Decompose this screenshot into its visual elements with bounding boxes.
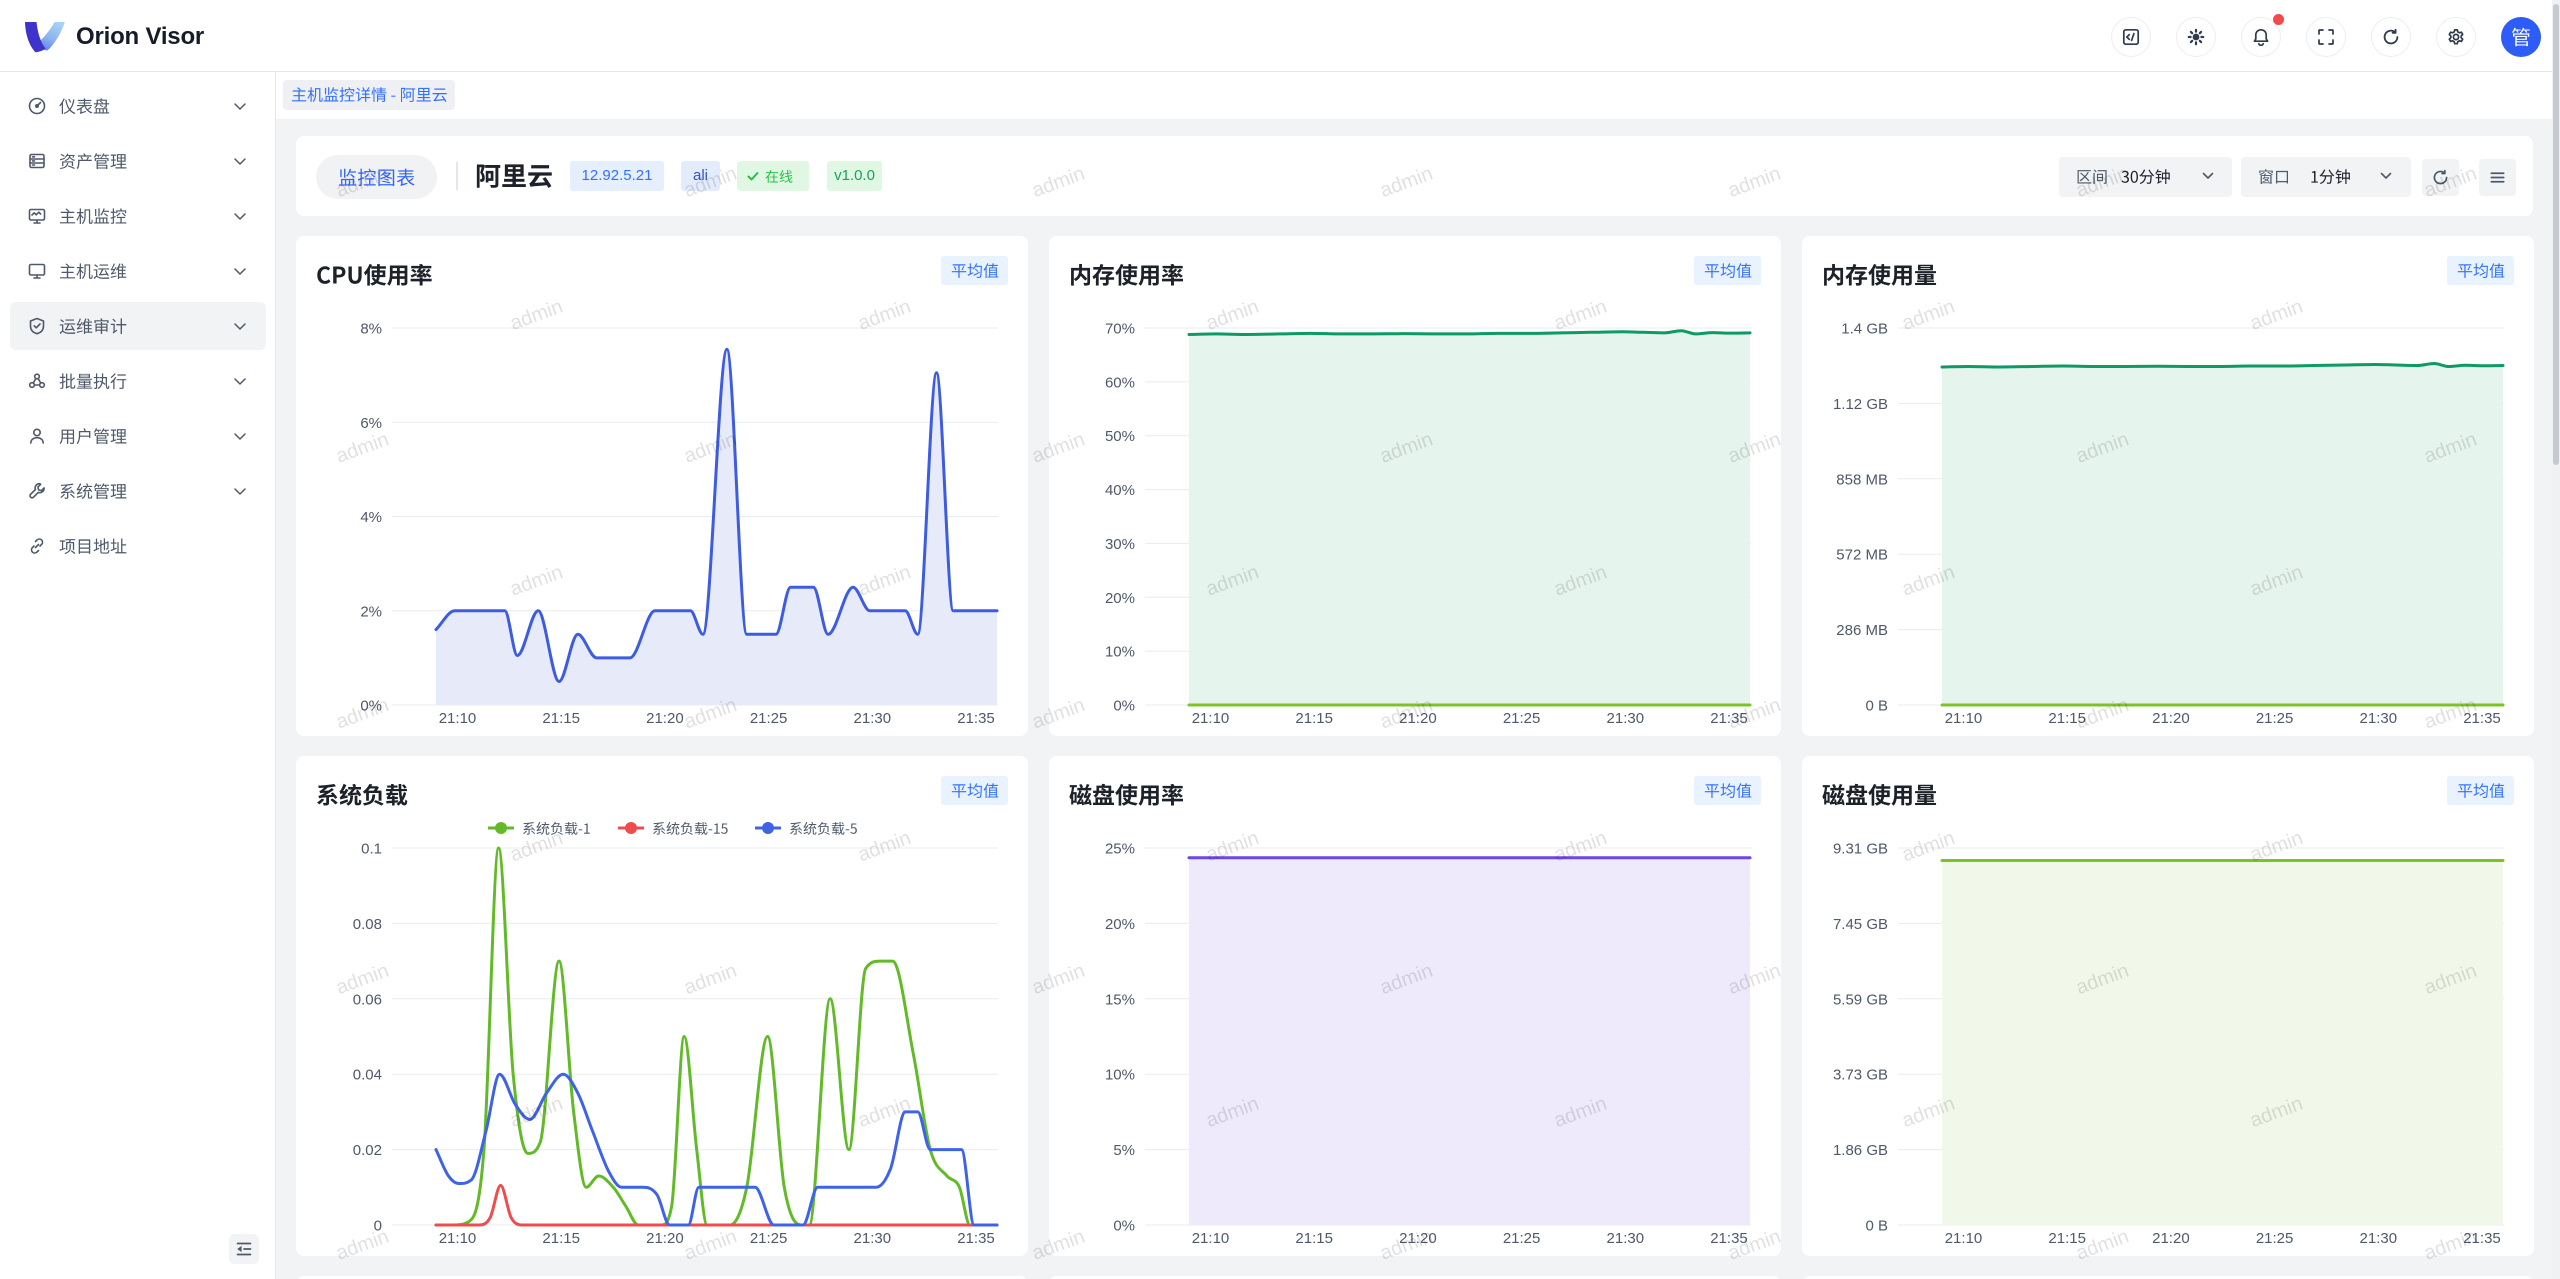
svg-text:40%: 40% bbox=[1105, 482, 1135, 499]
svg-text:0: 0 bbox=[374, 1218, 382, 1235]
svg-text:21:30: 21:30 bbox=[1607, 1230, 1645, 1247]
svg-text:21:30: 21:30 bbox=[854, 710, 892, 727]
svg-text:0%: 0% bbox=[1113, 698, 1135, 715]
svg-text:2%: 2% bbox=[360, 603, 382, 620]
svg-text:21:35: 21:35 bbox=[1710, 710, 1748, 727]
svg-text:0.02: 0.02 bbox=[353, 1142, 382, 1159]
svg-text:21:35: 21:35 bbox=[2463, 1230, 2501, 1247]
svg-text:21:20: 21:20 bbox=[2152, 1230, 2190, 1247]
svg-text:21:10: 21:10 bbox=[439, 1230, 477, 1247]
svg-text:10%: 10% bbox=[1105, 644, 1135, 661]
svg-text:21:10: 21:10 bbox=[1192, 710, 1230, 727]
svg-text:21:25: 21:25 bbox=[750, 1230, 788, 1247]
svg-text:15%: 15% bbox=[1105, 991, 1135, 1008]
svg-text:21:35: 21:35 bbox=[957, 1230, 995, 1247]
svg-text:60%: 60% bbox=[1105, 374, 1135, 391]
svg-text:21:35: 21:35 bbox=[2463, 710, 2501, 727]
svg-text:30%: 30% bbox=[1105, 536, 1135, 553]
svg-text:21:15: 21:15 bbox=[542, 710, 580, 727]
svg-text:5%: 5% bbox=[1113, 1142, 1135, 1159]
svg-text:21:30: 21:30 bbox=[1607, 710, 1645, 727]
svg-text:21:15: 21:15 bbox=[1295, 1230, 1333, 1247]
svg-text:20%: 20% bbox=[1105, 916, 1135, 933]
svg-text:21:20: 21:20 bbox=[646, 1230, 684, 1247]
svg-text:25%: 25% bbox=[1105, 841, 1135, 858]
svg-text:5.59 GB: 5.59 GB bbox=[1833, 991, 1888, 1008]
svg-text:21:25: 21:25 bbox=[2256, 1230, 2294, 1247]
svg-text:3.73 GB: 3.73 GB bbox=[1833, 1067, 1888, 1084]
svg-text:21:25: 21:25 bbox=[1503, 1230, 1541, 1247]
svg-text:21:10: 21:10 bbox=[439, 710, 477, 727]
svg-text:572 MB: 572 MB bbox=[1836, 547, 1888, 564]
svg-text:21:20: 21:20 bbox=[1399, 710, 1437, 727]
svg-text:21:15: 21:15 bbox=[2048, 1230, 2086, 1247]
svg-text:1.4 GB: 1.4 GB bbox=[1841, 321, 1888, 338]
svg-text:10%: 10% bbox=[1105, 1067, 1135, 1084]
svg-text:8%: 8% bbox=[360, 321, 382, 338]
svg-text:0%: 0% bbox=[1113, 1218, 1135, 1235]
svg-text:21:25: 21:25 bbox=[750, 710, 788, 727]
svg-text:21:10: 21:10 bbox=[1945, 710, 1983, 727]
svg-text:0 B: 0 B bbox=[1865, 1218, 1888, 1235]
svg-text:20%: 20% bbox=[1105, 590, 1135, 607]
svg-text:286 MB: 286 MB bbox=[1836, 622, 1888, 639]
svg-text:21:25: 21:25 bbox=[1503, 710, 1541, 727]
svg-text:9.31 GB: 9.31 GB bbox=[1833, 841, 1888, 858]
svg-text:21:30: 21:30 bbox=[2360, 1230, 2398, 1247]
svg-text:0.1: 0.1 bbox=[361, 841, 382, 858]
svg-text:0 B: 0 B bbox=[1865, 698, 1888, 715]
svg-text:21:35: 21:35 bbox=[1710, 1230, 1748, 1247]
svg-text:1.86 GB: 1.86 GB bbox=[1833, 1142, 1888, 1159]
svg-text:21:35: 21:35 bbox=[957, 710, 995, 727]
svg-text:21:10: 21:10 bbox=[1945, 1230, 1983, 1247]
svg-text:21:25: 21:25 bbox=[2256, 710, 2294, 727]
svg-text:21:30: 21:30 bbox=[854, 1230, 892, 1247]
svg-text:21:15: 21:15 bbox=[542, 1230, 580, 1247]
svg-text:21:20: 21:20 bbox=[2152, 710, 2190, 727]
svg-text:21:20: 21:20 bbox=[646, 710, 684, 727]
svg-text:21:30: 21:30 bbox=[2360, 710, 2398, 727]
svg-text:858 MB: 858 MB bbox=[1836, 471, 1888, 488]
svg-text:0.06: 0.06 bbox=[353, 991, 382, 1008]
svg-text:21:20: 21:20 bbox=[1399, 1230, 1437, 1247]
svg-text:6%: 6% bbox=[360, 415, 382, 432]
svg-text:4%: 4% bbox=[360, 509, 382, 526]
svg-text:21:10: 21:10 bbox=[1192, 1230, 1230, 1247]
svg-text:0.08: 0.08 bbox=[353, 916, 382, 933]
svg-text:0.04: 0.04 bbox=[353, 1067, 382, 1084]
svg-text:70%: 70% bbox=[1105, 321, 1135, 338]
svg-text:1.12 GB: 1.12 GB bbox=[1833, 396, 1888, 413]
svg-text:21:15: 21:15 bbox=[1295, 710, 1333, 727]
svg-text:0%: 0% bbox=[360, 698, 382, 715]
svg-text:50%: 50% bbox=[1105, 428, 1135, 445]
svg-text:21:15: 21:15 bbox=[2048, 710, 2086, 727]
svg-text:7.45 GB: 7.45 GB bbox=[1833, 916, 1888, 933]
